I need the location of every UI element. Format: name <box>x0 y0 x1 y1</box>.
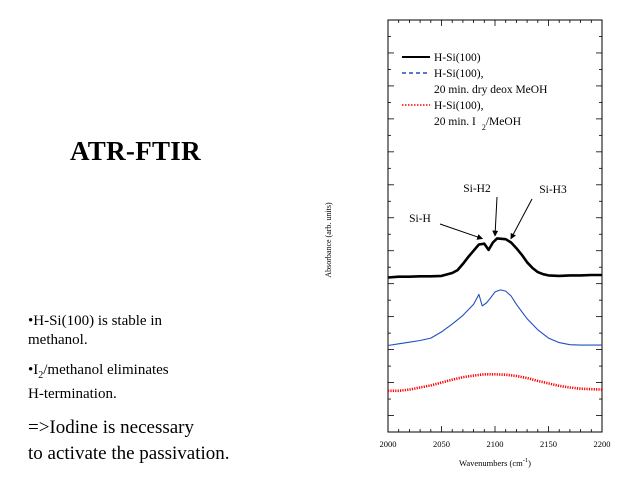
series-line <box>388 372 603 393</box>
peak-label: Si-H2 <box>463 183 491 195</box>
peak-annotations: Si-H Si-H2 Si-H3 <box>409 183 567 240</box>
x-tick-label: 2000 <box>380 439 397 449</box>
bullet-iodine-line2: H-termination. <box>28 386 117 402</box>
x-tick-label: 2100 <box>487 439 504 449</box>
legend-label: H-Si(100), <box>434 68 484 80</box>
peak-arrow <box>510 198 533 240</box>
peak-label: Si-H3 <box>539 184 567 196</box>
bullet-iodine-lead: •I <box>28 362 39 378</box>
x-tick-label: 2050 <box>433 439 450 449</box>
x-axis-label-text: Wavenumbers (cm <box>459 458 523 468</box>
peak-arrow <box>439 223 484 240</box>
bullet-iodine-rest: /methanol eliminates <box>43 362 169 378</box>
peak-arrow <box>492 196 499 237</box>
series-line <box>387 237 602 279</box>
bullet-iodine: •I2/methanol eliminates H-termination. <box>28 361 328 404</box>
peak-label: Si-H <box>409 213 431 225</box>
x-tick-label: 2200 <box>594 439 611 449</box>
legend-label: H-Si(100) <box>434 52 481 64</box>
conclusion-line2: to activate the passivation. <box>28 443 230 464</box>
legend: H-Si(100) H-Si(100), 20 min. dry deox MeOH… <box>402 52 547 132</box>
series-line <box>387 289 602 347</box>
conclusion-line1: =>Iodine is necessary <box>28 417 194 438</box>
y-axis-label: Absorbance (arb. units) <box>324 202 333 278</box>
slide-title: ATR-FTIR <box>70 136 201 166</box>
x-axis-label-exponent: -1 <box>523 457 528 464</box>
bullet-stability: •H-Si(100) is stable in methanol. <box>28 312 328 350</box>
x-axis-label: Wavenumbers (cm-1) <box>459 457 531 468</box>
series-lines <box>387 237 603 393</box>
legend-label: H-Si(100), <box>434 100 484 112</box>
axis-ticks <box>387 20 603 432</box>
bullet-list: •H-Si(100) is stable in methanol. •I2/me… <box>28 312 328 467</box>
bullet-stability-line1: •H-Si(100) is stable in <box>28 313 162 329</box>
x-axis-label-close: ) <box>528 458 531 468</box>
x-tick-label: 2150 <box>540 439 557 449</box>
bullet-stability-line2: methanol. <box>28 332 88 348</box>
x-tick-labels: 2000 2050 2100 2150 2200 <box>380 439 611 449</box>
legend-label-line2: 20 min. dry deox MeOH <box>434 84 547 96</box>
conclusion-text: =>Iodine is necessary to activate the pa… <box>28 415 328 467</box>
legend-label-line2: 20 min. I 2/MeOH <box>434 116 521 132</box>
bullet-iodine-subscript: 2 <box>38 370 44 381</box>
